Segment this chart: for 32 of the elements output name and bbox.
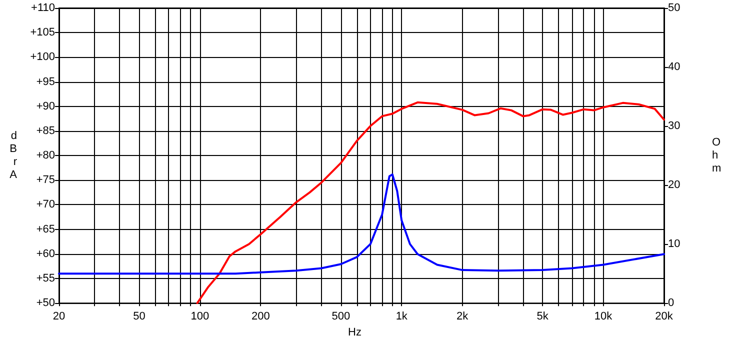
x-tick-label: 100	[190, 310, 210, 323]
y-axis-title: dBrA	[10, 130, 18, 182]
y-tick-label: +85	[36, 124, 55, 137]
x-tick-label: 2k	[456, 310, 469, 323]
y-tick-label: +50	[36, 297, 55, 310]
y2-tick-label: 40	[668, 61, 680, 74]
x-tick-label: 500	[332, 310, 350, 323]
y2-tick-label: 0	[668, 297, 674, 310]
x-tick-label: 1k	[396, 310, 408, 323]
x-axis-title: Hz	[348, 326, 362, 338]
y2-tick-label: 20	[668, 179, 680, 192]
y-tick-label: +70	[36, 198, 55, 211]
y-tick-label: +95	[36, 76, 55, 88]
x-tick-label: 5k	[536, 310, 549, 323]
y-tick-label: +65	[36, 223, 55, 236]
x-tick-label: 10k	[594, 310, 613, 323]
y-tick-label: +110	[31, 2, 55, 14]
y-tick-label: +60	[36, 248, 55, 260]
x-tick-label: 200	[251, 310, 270, 323]
x-tick-label: 20k	[655, 310, 674, 323]
y-tick-label: +105	[30, 26, 55, 39]
x-tick-label: 50	[133, 310, 146, 323]
y-tick-label: +75	[36, 174, 55, 186]
y2-tick-label: 30	[668, 120, 680, 132]
y-tick-label: +90	[36, 100, 55, 112]
y2-axis-title: Ohm	[712, 136, 722, 175]
y-tick-label: +100	[30, 51, 55, 64]
y2-tick-label: 50	[668, 2, 680, 14]
y-tick-label: +55	[36, 272, 55, 285]
y-tick-label: +80	[36, 150, 55, 162]
y2-tick-label: 10	[668, 238, 680, 250]
x-tick-label: 20	[52, 310, 66, 323]
